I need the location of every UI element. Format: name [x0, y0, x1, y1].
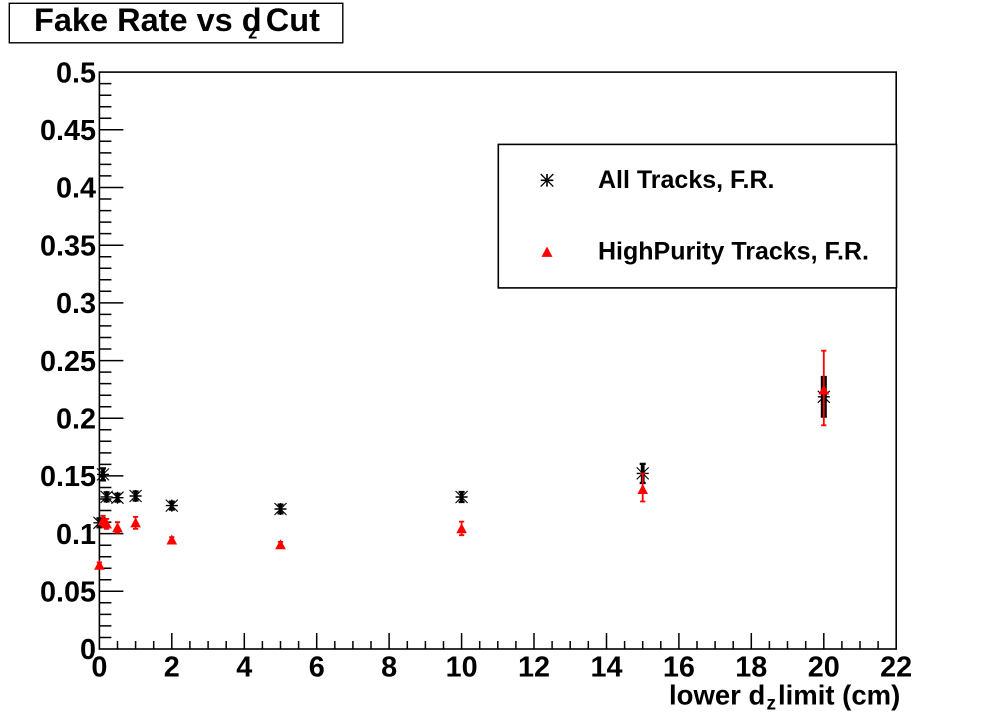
svg-text:10: 10 — [446, 651, 478, 683]
svg-text:16: 16 — [663, 651, 695, 683]
svg-text:z: z — [248, 21, 257, 42]
svg-text:0.25: 0.25 — [40, 346, 96, 378]
svg-text:0.4: 0.4 — [56, 173, 96, 205]
svg-text:Fake Rate vs d: Fake Rate vs d — [34, 2, 262, 38]
svg-text:4: 4 — [236, 651, 252, 683]
svg-text:0.35: 0.35 — [40, 230, 96, 262]
svg-text:0.45: 0.45 — [40, 115, 96, 147]
svg-text:All Tracks, F.R.: All Tracks, F.R. — [598, 166, 774, 194]
svg-text:8: 8 — [381, 651, 397, 683]
svg-text:6: 6 — [309, 651, 325, 683]
svg-text:2: 2 — [164, 651, 180, 683]
svg-text:0.1: 0.1 — [56, 519, 96, 551]
svg-text:12: 12 — [518, 651, 550, 683]
svg-text:20: 20 — [808, 651, 840, 683]
svg-text:22: 22 — [880, 651, 912, 683]
svg-text:0: 0 — [80, 634, 96, 666]
svg-text:z: z — [767, 693, 777, 714]
svg-text:HighPurity Tracks, F.R.: HighPurity Tracks, F.R. — [598, 237, 869, 265]
svg-text:0: 0 — [91, 651, 107, 683]
svg-text:0.15: 0.15 — [40, 461, 96, 493]
svg-text:Cut: Cut — [266, 2, 320, 38]
svg-text:limit (cm): limit (cm) — [778, 679, 900, 710]
svg-text:0.3: 0.3 — [56, 288, 96, 320]
svg-text:0.2: 0.2 — [56, 403, 96, 435]
svg-text:lower d: lower d — [669, 679, 765, 710]
svg-text:0.5: 0.5 — [56, 57, 96, 89]
svg-text:14: 14 — [590, 651, 622, 683]
svg-text:18: 18 — [735, 651, 767, 683]
svg-text:0.05: 0.05 — [40, 577, 96, 609]
